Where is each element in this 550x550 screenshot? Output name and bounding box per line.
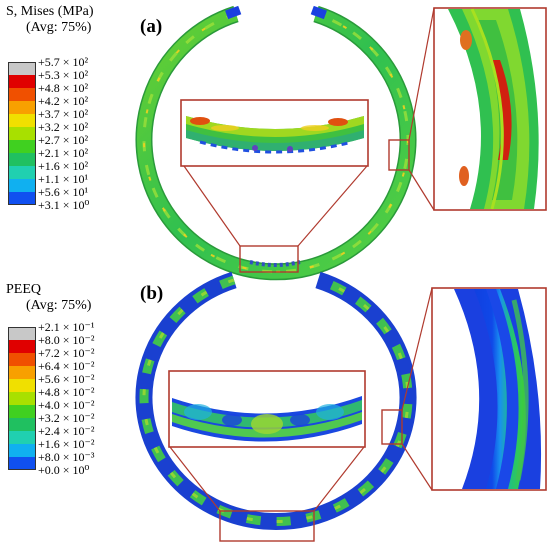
legend-tick-label: +5.6 × 10⁻² xyxy=(38,372,95,386)
legend-row: +2.1 × 10² xyxy=(4,147,154,166)
legend-row: +3.7 × 10² xyxy=(4,108,154,127)
legend-row: +4.2 × 10² xyxy=(4,95,154,114)
legend-swatch xyxy=(8,127,36,140)
peeq-legend-title-line1: PEEQ xyxy=(6,282,41,297)
legend-row: +5.6 × 10⁻² xyxy=(4,373,154,392)
legend-swatch xyxy=(8,379,36,392)
legend-row: +7.2 × 10⁻² xyxy=(4,347,154,366)
stress-legend-title-line1: S, Mises (MPa) xyxy=(6,4,94,19)
legend-tick-label: +3.2 × 10⁻² xyxy=(38,411,95,425)
legend-swatch xyxy=(8,101,36,114)
legend-row: +0.0 × 10⁰ xyxy=(4,464,154,483)
zoom-box-a-bottom xyxy=(180,99,369,273)
legend-swatch xyxy=(8,88,36,101)
legend-tick-label: +4.8 × 10⁻² xyxy=(38,385,95,399)
legend-tick-label: +3.2 × 10² xyxy=(38,120,89,134)
legend-tick-label: +2.4 × 10⁻² xyxy=(38,424,95,438)
panel-a-label: (a) xyxy=(140,16,163,37)
legend-row: +5.6 × 10¹ xyxy=(4,186,154,205)
legend-row: +6.4 × 10⁻² xyxy=(4,360,154,379)
legend-row: +4.8 × 10⁻² xyxy=(4,386,154,405)
ring-b xyxy=(135,271,417,531)
legend-swatch xyxy=(8,75,36,88)
legend-swatch xyxy=(8,353,36,366)
legend-row: +1.6 × 10² xyxy=(4,160,154,179)
legend-row: +8.0 × 10⁻³ xyxy=(4,451,154,470)
legend-tick-label: +4.0 × 10⁻² xyxy=(38,398,95,412)
legend-row: +3.2 × 10⁻² xyxy=(4,412,154,431)
legend-swatch xyxy=(8,179,36,192)
legend-row: +5.7 × 10² xyxy=(4,56,154,75)
legend-swatch xyxy=(8,405,36,418)
legend-swatch xyxy=(8,153,36,166)
legend-swatch xyxy=(8,192,36,205)
stress-legend-title-line2: (Avg: 75%) xyxy=(26,20,92,35)
legend-swatch xyxy=(8,392,36,405)
legend-row: +2.1 × 10⁻¹ xyxy=(4,321,154,340)
legend-swatch xyxy=(8,140,36,153)
legend-tick-label: +8.0 × 10⁻³ xyxy=(38,450,95,464)
legend-row: +2.4 × 10⁻² xyxy=(4,425,154,444)
legend-tick-label: +8.0 × 10⁻² xyxy=(38,333,95,347)
legend-tick-label: +5.3 × 10² xyxy=(38,68,89,82)
legend-tick-label: +3.7 × 10² xyxy=(38,107,89,121)
legend-tick-label: +1.1 × 10¹ xyxy=(38,172,89,186)
legend-row: +4.8 × 10² xyxy=(4,82,154,101)
legend-swatch xyxy=(8,114,36,127)
legend-swatch xyxy=(8,366,36,379)
legend-swatch xyxy=(8,166,36,179)
legend-row: +2.7 × 10² xyxy=(4,134,154,153)
legend-tick-label: +1.6 × 10² xyxy=(38,159,89,173)
legend-tick-label: +2.1 × 10⁻¹ xyxy=(38,320,95,334)
legend-row: +1.1 × 10¹ xyxy=(4,173,154,192)
legend-swatch xyxy=(8,457,36,470)
legend-tick-label: +5.7 × 10² xyxy=(38,55,89,69)
legend-row: +5.3 × 10² xyxy=(4,69,154,88)
legend-tick-label: +6.4 × 10⁻² xyxy=(38,359,95,373)
legend-tick-label: +5.6 × 10¹ xyxy=(38,185,89,199)
legend-swatch xyxy=(8,418,36,431)
panel-b-label: (b) xyxy=(140,283,164,304)
zoom-box-a-side xyxy=(388,7,547,211)
legend-tick-label: +0.0 × 10⁰ xyxy=(38,463,90,477)
legend-swatch xyxy=(8,327,36,340)
legend-tick-label: +2.1 × 10² xyxy=(38,146,89,160)
legend-swatch xyxy=(8,444,36,457)
legend-swatch xyxy=(8,62,36,75)
legend-tick-label: +7.2 × 10⁻² xyxy=(38,346,95,360)
peeq-legend-title: PEEQ (Avg: 75%) xyxy=(6,282,91,314)
legend-tick-label: +3.1 × 10⁰ xyxy=(38,198,90,212)
legend-row: +4.0 × 10⁻² xyxy=(4,399,154,418)
legend-tick-label: +2.7 × 10² xyxy=(38,133,89,147)
legend-swatch xyxy=(8,340,36,353)
peeq-legend-title-line2: (Avg: 75%) xyxy=(26,298,92,313)
zoom-box-b-side xyxy=(381,287,547,491)
legend-tick-label: +4.2 × 10² xyxy=(38,94,89,108)
stress-legend-title: S, Mises (MPa) (Avg: 75%) xyxy=(6,4,94,36)
legend-tick-label: +4.8 × 10² xyxy=(38,81,89,95)
legend-row: +3.1 × 10⁰ xyxy=(4,199,154,218)
legend-row: +8.0 × 10⁻² xyxy=(4,334,154,353)
legend-swatch xyxy=(8,431,36,444)
legend-row: +1.6 × 10⁻² xyxy=(4,438,154,457)
legend-tick-label: +1.6 × 10⁻² xyxy=(38,437,95,451)
zoom-box-b-bottom xyxy=(168,370,366,542)
legend-row: +3.2 × 10² xyxy=(4,121,154,140)
